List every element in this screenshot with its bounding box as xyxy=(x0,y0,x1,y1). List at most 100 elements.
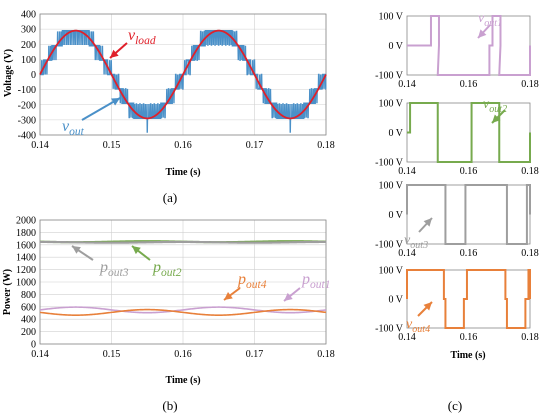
chart-a-ytick-label: -100 xyxy=(18,85,36,96)
chart-b-xtick-label: 0.16 xyxy=(174,349,192,360)
chart-a-xtick-label: 0.16 xyxy=(174,140,192,151)
chart-c-vout2-label-sub: out2 xyxy=(489,104,507,115)
chart-c-vout3-xtick-label: 0.18 xyxy=(521,248,539,259)
chart-b-pout2-label-main: p xyxy=(152,259,161,276)
chart-b-pout2-label: pout2 xyxy=(152,259,182,279)
chart-c-vout1-ytick-label: 100 V xyxy=(378,12,403,23)
panel-c-label: (c) xyxy=(448,398,462,413)
chart-b-frame xyxy=(39,219,327,345)
chart-b-ytick-label: 1600 xyxy=(16,240,36,251)
chart-c-vout2-ytick-label: 100 V xyxy=(378,99,403,110)
chart-b-pout1-label-sub: out1 xyxy=(310,279,330,291)
chart-a-ytick-label: -200 xyxy=(18,100,36,111)
chart-b-xlabel: Time (s) xyxy=(165,375,200,386)
chart-a-xtick-label: 0.15 xyxy=(103,140,121,151)
chart-a-vout-arrow-head xyxy=(111,98,120,106)
chart-c-vout1-arrow-head xyxy=(478,29,487,38)
chart-b-pout4-arrow-head xyxy=(224,292,233,300)
chart-c-vout4-xtick-label: 0.18 xyxy=(521,332,539,343)
chart-c-vout3-ytick-label: -100 V xyxy=(375,240,404,251)
chart-a-vload-label-sub: load xyxy=(135,35,156,47)
chart-b-pout1-arrow-head xyxy=(284,292,293,301)
chart-a-vload-label: vload xyxy=(128,27,156,47)
chart-c-vout2-xtick-label: 0.14 xyxy=(398,166,416,177)
chart-b-pout3-label-sub: out3 xyxy=(108,267,129,279)
chart-a-vout-label: vout xyxy=(62,118,85,138)
chart-a-vout-label-sub: out xyxy=(69,126,85,138)
chart-a-xlabel: Time (s) xyxy=(165,167,200,178)
chart-a-xtick-label: 0.14 xyxy=(31,140,49,151)
chart-b-pout2-label-sub: out2 xyxy=(161,267,182,279)
chart-c-vout4-label: vout4 xyxy=(406,317,430,335)
chart-c-vout2-xtick-label: 0.16 xyxy=(460,166,478,177)
chart-c-vout3-xtick-label: 0.16 xyxy=(460,248,478,259)
chart-b-series-pout3-line xyxy=(40,240,326,244)
chart-b-pout3-label: pout3 xyxy=(99,259,129,279)
chart-a-vout-label-main: v xyxy=(62,118,70,135)
chart-a-ytick-label: 0 xyxy=(31,70,36,81)
chart-b-xtick-label: 0.15 xyxy=(103,349,121,360)
chart-b-ytick-label: 800 xyxy=(21,290,36,301)
chart-c-vout4-label-sub: out4 xyxy=(412,324,430,335)
chart-a-ytick-label: 300 xyxy=(21,25,36,36)
chart-b-pout1-label: pout1 xyxy=(301,271,330,291)
chart-c-vout3-ytick-label: 0 V xyxy=(388,210,403,221)
chart-c-vout2-ytick-label: 0 V xyxy=(388,128,403,139)
chart-c-vout4-arrow-head xyxy=(423,302,432,311)
chart-b-xtick-label: 0.17 xyxy=(246,349,264,360)
panel-a-label: (a) xyxy=(163,190,177,205)
chart-c-vout2-series-line xyxy=(407,102,531,163)
chart-b-pout2-arrow-head xyxy=(132,246,141,255)
chart-a-series-vout-line xyxy=(40,29,327,133)
chart-c-vout4-xtick-label: 0.16 xyxy=(460,332,478,343)
chart-c-vout1-xtick-label: 0.14 xyxy=(398,79,416,90)
chart-c-vout4-ytick-label: 0 V xyxy=(388,295,403,306)
chart-c-vout4-frame xyxy=(406,269,531,329)
chart-c-vout1-ytick-label: 0 V xyxy=(388,41,403,52)
chart-c-vout2-label-main: v xyxy=(483,97,490,112)
chart-c-vout3-label-main: v xyxy=(404,233,411,248)
chart-c-vout4-ytick-label: 100 V xyxy=(378,266,403,277)
chart-c-vout2-xtick-label: 0.18 xyxy=(521,166,539,177)
chart-a-vload-label-main: v xyxy=(128,27,136,44)
chart-c-vout4-series-line xyxy=(406,269,531,329)
panel-b-label: (b) xyxy=(162,398,177,413)
chart-c-vout2-frame xyxy=(406,102,531,163)
chart-c-vout1-label: vout1 xyxy=(478,11,502,29)
chart-b-pout4-label-main: p xyxy=(237,271,246,288)
chart-b-pout4-label-sub: out4 xyxy=(246,279,267,291)
chart-b-ytick-label: 2000 xyxy=(16,216,36,227)
chart-a-ytick-label: -300 xyxy=(18,115,36,126)
chart-c-vout3-series-line xyxy=(406,184,531,245)
chart-b-xtick-label: 0.18 xyxy=(317,349,335,360)
chart-c-vout2-label: vout2 xyxy=(483,97,507,115)
chart-c-vout1-xtick-label: 0.18 xyxy=(521,79,539,90)
chart-c-vout1-ytick-label: -100 V xyxy=(375,71,404,82)
chart-b-ytick-label: 1200 xyxy=(16,265,36,276)
chart-c-vout1-series-line xyxy=(407,15,531,76)
chart-b-ytick-label: 1800 xyxy=(16,228,36,239)
chart-a-ytick-label: 400 xyxy=(21,10,36,21)
chart-c-vout1-label-main: v xyxy=(478,11,485,26)
chart-b-ytick-label: 200 xyxy=(21,327,36,338)
chart-b-pout1-label-main: p xyxy=(301,271,310,288)
chart-c-vout4-ytick-label: -100 V xyxy=(375,324,404,335)
chart-c-vout3-label-sub: out3 xyxy=(410,240,428,251)
chart-c-vout3-arrow-head xyxy=(423,218,432,227)
chart-b-ytick-label: 600 xyxy=(21,302,36,313)
chart-b-pout3-label-main: p xyxy=(99,259,108,276)
chart-c-vout3-frame xyxy=(406,184,531,245)
chart-a-vload-arrow-head xyxy=(110,49,119,58)
chart-c-vout4-xtick-label: 0.14 xyxy=(398,332,416,343)
chart-c-vout1-xtick-label: 0.16 xyxy=(460,79,478,90)
chart-a-xtick-label: 0.18 xyxy=(317,140,335,151)
chart-c-vout2-ytick-label: -100 V xyxy=(375,158,404,169)
chart-c-vout3-label: vout3 xyxy=(404,233,428,251)
chart-b-ylabel: Power (W) xyxy=(2,269,13,315)
chart-a-ytick-label: 100 xyxy=(21,55,36,66)
chart-a-xtick-label: 0.17 xyxy=(246,140,264,151)
chart-b-xtick-label: 0.14 xyxy=(31,349,49,360)
